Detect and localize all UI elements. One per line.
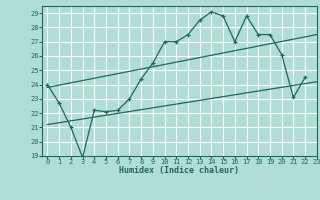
- X-axis label: Humidex (Indice chaleur): Humidex (Indice chaleur): [119, 166, 239, 175]
